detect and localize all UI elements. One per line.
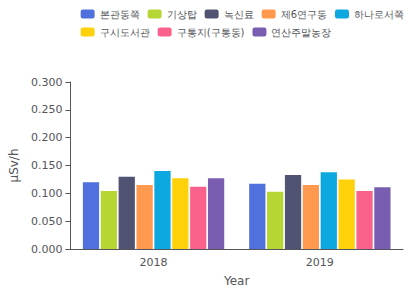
svg-text:0.150: 0.150 bbox=[31, 159, 63, 172]
svg-text:2018: 2018 bbox=[140, 256, 168, 269]
svg-text:구시도서관: 구시도서관 bbox=[100, 27, 150, 38]
svg-text:연산주말농장: 연산주말농장 bbox=[271, 27, 331, 38]
svg-text:0.250: 0.250 bbox=[31, 103, 63, 116]
svg-text:녹신료: 녹신료 bbox=[224, 9, 254, 20]
svg-text:Year: Year bbox=[223, 274, 249, 288]
svg-text:기상탑: 기상탑 bbox=[167, 9, 197, 20]
svg-text:0.100: 0.100 bbox=[31, 187, 63, 200]
svg-text:0.200: 0.200 bbox=[31, 131, 63, 144]
svg-text:0.000: 0.000 bbox=[31, 243, 63, 256]
svg-text:구통지(구통동): 구통지(구통동) bbox=[177, 27, 245, 38]
svg-text:μSv/h: μSv/h bbox=[7, 148, 21, 182]
svg-text:2019: 2019 bbox=[306, 256, 334, 269]
svg-text:하나로서쪽: 하나로서쪽 bbox=[354, 9, 404, 20]
svg-text:제6연구동: 제6연구동 bbox=[281, 9, 327, 20]
svg-text:0.300: 0.300 bbox=[31, 76, 63, 89]
svg-text:0.050: 0.050 bbox=[31, 215, 63, 228]
svg-text:본관동쪽: 본관동쪽 bbox=[100, 9, 140, 20]
